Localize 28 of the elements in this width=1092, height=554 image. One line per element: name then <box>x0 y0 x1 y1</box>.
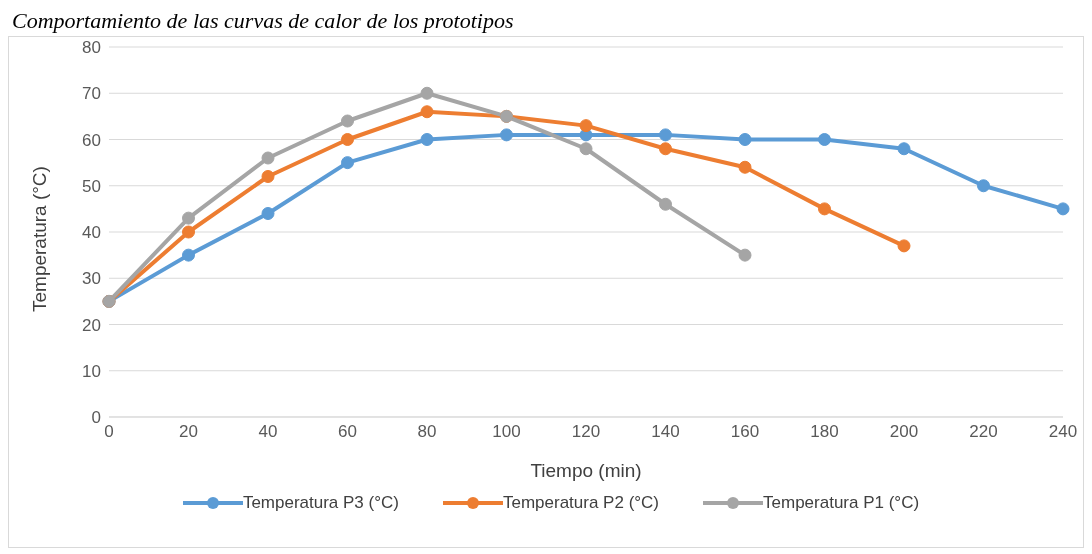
x-tick-label: 60 <box>338 422 357 442</box>
y-tick-label: 20 <box>82 315 101 335</box>
x-tick-label: 160 <box>730 422 760 442</box>
x-tick-label: 100 <box>492 422 521 442</box>
x-tick-label: 220 <box>969 422 998 442</box>
x-tick-label: 80 <box>417 422 437 442</box>
y-tick-label: 50 <box>82 176 101 196</box>
y-tick-label: 40 <box>82 223 101 243</box>
x-tick-label: 240 <box>1048 422 1078 442</box>
legend-label: Temperatura P3 (°C) <box>241 493 399 513</box>
legend-label: Temperatura P2 (°C) <box>501 493 660 513</box>
y-axis-title: Temperatura (°C) <box>28 166 50 312</box>
legend-label: Temperatura P1 (°C) <box>762 493 920 513</box>
y-tick-label: 70 <box>82 84 101 104</box>
chart-title: Comportamiento de las curvas de calor de los prototipos <box>12 8 515 35</box>
y-tick-label: 60 <box>82 130 101 150</box>
x-tick-label: 200 <box>889 422 919 442</box>
x-tick-label: 20 <box>179 422 198 442</box>
y-tick-label: 30 <box>82 269 101 289</box>
x-tick-label: 0 <box>104 422 114 442</box>
y-tick-label: 80 <box>82 38 101 58</box>
x-axis-title: Tiempo (min) <box>530 460 642 481</box>
x-tick-label: 40 <box>258 422 278 442</box>
x-tick-label: 140 <box>651 422 680 442</box>
y-tick-label: 0 <box>91 408 101 428</box>
x-tick-label: 120 <box>571 422 601 442</box>
x-tick-label: 180 <box>810 422 839 442</box>
y-tick-label: 10 <box>82 361 101 381</box>
